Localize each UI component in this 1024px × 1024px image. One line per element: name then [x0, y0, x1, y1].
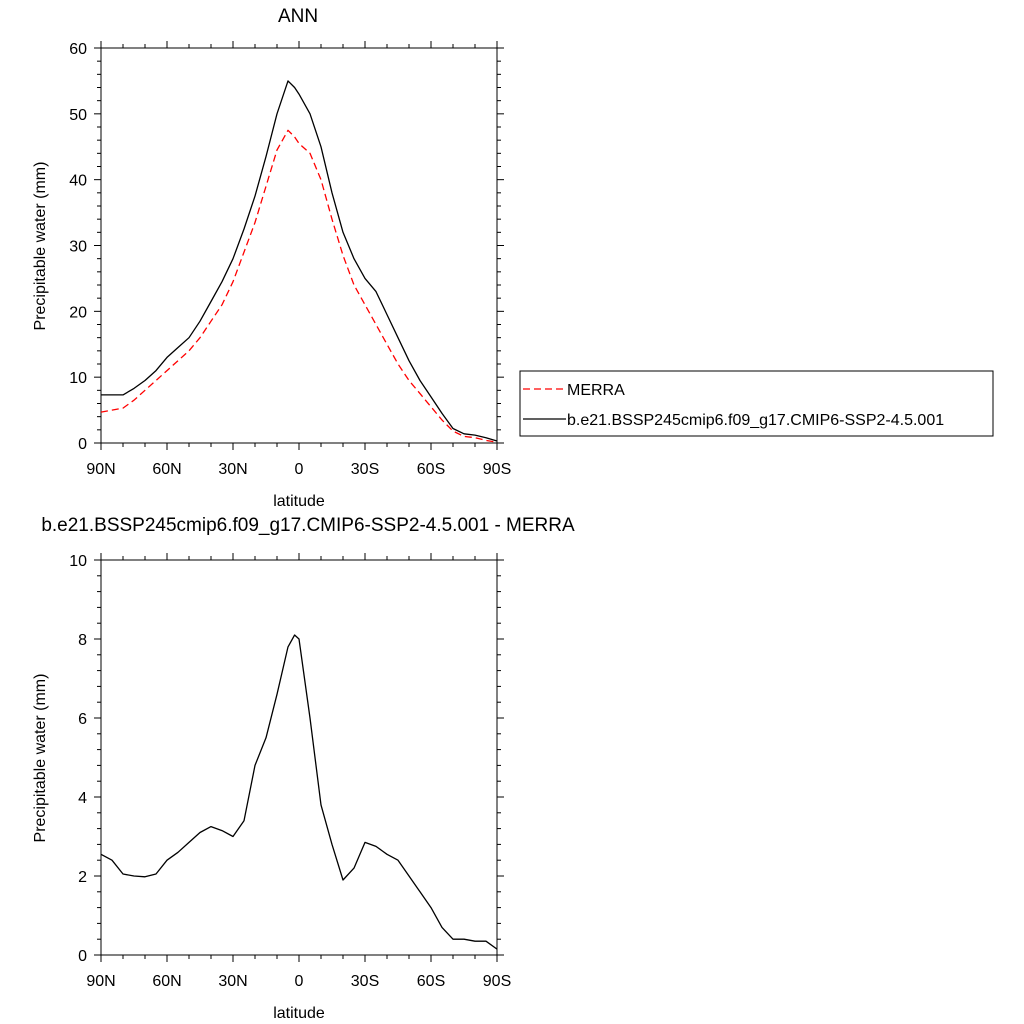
x-tick-label: 60N: [152, 973, 181, 990]
y-tick-label: 2: [78, 869, 87, 886]
bottom-x-ticks: 90N 60N 30N 0 30S 60S 90S: [86, 553, 511, 990]
x-tick-label: 30N: [218, 461, 247, 478]
x-tick-label: 90N: [86, 973, 115, 990]
y-tick-label: 8: [78, 632, 87, 649]
top-panel: ANN 0 10 20 30 40 50 60 90N 60N 30N 0 30S 60S 90S la…: [32, 6, 511, 510]
bottom-panel: b.e21.BSSP245cmip6.f09_g17.CMIP6-SSP2-4.…: [32, 515, 575, 1022]
top-y-axis-label: Precipitable water (mm): [32, 162, 49, 331]
x-tick-label: 60S: [417, 973, 445, 990]
top-y-ticks: 0 10 20 30 40 50 60: [69, 41, 504, 453]
bottom-y-axis-label: Precipitable water (mm): [32, 674, 49, 843]
x-tick-label: 90N: [86, 461, 115, 478]
top-series-line-0: [100, 129, 498, 443]
y-tick-label: 40: [69, 173, 87, 190]
x-tick-label: 30N: [218, 973, 247, 990]
top-chart-title: ANN: [278, 6, 318, 27]
y-tick-label: 10: [69, 370, 87, 387]
bottom-series-line-0: [100, 634, 498, 950]
top-x-axis-label: latitude: [273, 493, 325, 510]
top-x-ticks: 90N 60N 30N 0 30S 60S 90S: [86, 41, 511, 478]
y-tick-label: 20: [69, 304, 87, 321]
legend: MERRA b.e21.BSSP245cmip6.f09_g17.CMIP6-S…: [519, 370, 994, 437]
y-tick-label: 4: [78, 790, 87, 807]
y-tick-label: 0: [78, 948, 87, 965]
legend-label-model: b.e21.BSSP245cmip6.f09_g17.CMIP6-SSP2-4.…: [567, 412, 944, 429]
y-tick-label: 60: [69, 41, 87, 58]
x-tick-label: 30S: [351, 461, 379, 478]
x-tick-label: 60S: [417, 461, 445, 478]
y-tick-label: 50: [69, 107, 87, 124]
x-tick-label: 90S: [483, 973, 511, 990]
legend-label-merra: MERRA: [567, 382, 625, 399]
bottom-series-lines: [100, 634, 498, 950]
legend-box: [519, 370, 994, 437]
bottom-plot-frame: [100, 559, 498, 956]
top-series-lines: [100, 80, 498, 443]
top-plot-frame: [100, 47, 498, 444]
top-series-line-1: [101, 80, 498, 442]
bottom-y-ticks: 0 2 4 6 8 10: [69, 553, 504, 965]
x-tick-label: 0: [295, 461, 304, 478]
x-tick-label: 30S: [351, 973, 379, 990]
x-tick-label: 90S: [483, 461, 511, 478]
y-tick-label: 30: [69, 239, 87, 256]
y-tick-label: 6: [78, 711, 87, 728]
y-tick-label: 0: [78, 436, 87, 453]
x-tick-label: 0: [295, 973, 304, 990]
x-tick-label: 60N: [152, 461, 181, 478]
bottom-x-axis-label: latitude: [273, 1005, 325, 1022]
bottom-chart-title: b.e21.BSSP245cmip6.f09_g17.CMIP6-SSP2-4.…: [41, 515, 575, 536]
y-tick-label: 10: [69, 553, 87, 570]
